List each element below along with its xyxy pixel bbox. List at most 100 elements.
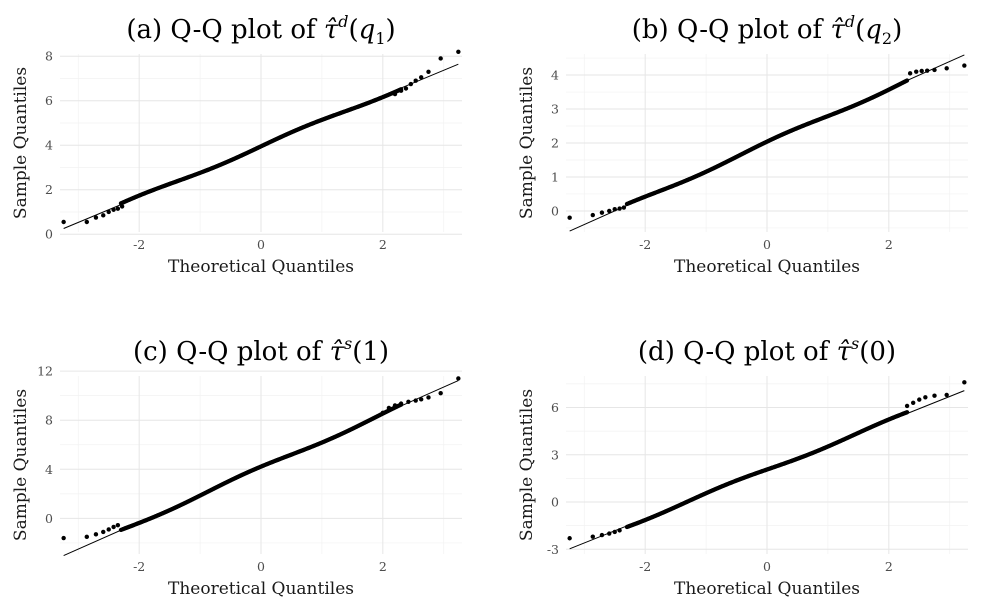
y-tick-label: 3: [551, 447, 559, 462]
y-tick-label: 4: [45, 138, 53, 153]
sample-point: [612, 529, 617, 535]
sample-point: [456, 376, 461, 381]
sample-point: [106, 209, 111, 215]
sample-point: [101, 213, 106, 218]
x-axis-label: Theoretical Quantiles: [674, 257, 860, 277]
sample-point: [904, 403, 910, 409]
sample-point: [392, 91, 398, 97]
x-tick-label: 2: [885, 559, 893, 574]
sample-point: [924, 68, 930, 73]
sample-point: [932, 393, 937, 398]
y-tick-label: 8: [45, 49, 53, 64]
sample-point: [612, 207, 617, 212]
sample-point: [962, 63, 967, 68]
sample-point: [406, 399, 411, 404]
x-tick-label: -2: [639, 559, 651, 574]
sample-point: [93, 532, 99, 537]
y-axis-label: Sample Quantiles: [517, 389, 537, 541]
qq-panel-4: -2 0 2 -3 0 3 6 Theoretical Quantiles Sample Qua…: [517, 334, 968, 599]
sample-point: [84, 219, 90, 225]
y-tick-label: 8: [45, 413, 53, 428]
y-tick-label: 6: [551, 400, 559, 415]
sample-point: [380, 410, 386, 416]
sample-point: [392, 403, 398, 408]
y-tick-label: 3: [551, 102, 559, 117]
sample-point: [119, 204, 125, 209]
sample-point: [914, 69, 919, 74]
sample-point: [115, 522, 121, 528]
sample-point: [61, 535, 66, 541]
sample-point: [426, 69, 431, 75]
sample-point: [418, 75, 424, 80]
sample-point: [403, 86, 409, 91]
sample-point: [904, 410, 910, 415]
y-tick-label: 0: [45, 511, 53, 526]
sample-point: [111, 524, 116, 530]
sample-point: [438, 390, 443, 396]
sample-point: [590, 534, 595, 539]
sample-point: [101, 529, 106, 535]
y-tick-label: 0: [551, 495, 559, 510]
sample-point: [84, 534, 90, 540]
sample-point: [617, 206, 622, 211]
sample-point: [398, 401, 404, 406]
sample-point: [93, 215, 99, 220]
sample-point: [426, 395, 431, 400]
sample-point: [567, 536, 572, 541]
sample-point: [61, 219, 66, 225]
x-tick-label: -2: [133, 559, 145, 574]
x-axis-label: Theoretical Quantiles: [168, 579, 354, 599]
sample-point: [617, 528, 622, 533]
sample-point: [599, 532, 605, 538]
y-tick-label: -3: [547, 542, 559, 557]
y-tick-label: 0: [551, 203, 559, 218]
qq-panel-2: -2 0 2 0 1 2 3 4 Theoretical Quantiles Sample Qua…: [517, 12, 968, 277]
qq-panel-3: -2 0 2 0 4 8 12 Theoretical Quantiles Sample Qua…: [11, 334, 462, 599]
x-tick-label: 2: [379, 237, 387, 252]
x-tick-label: 0: [257, 237, 265, 252]
sample-point: [599, 210, 605, 215]
panel-title: (c) Q-Q plot of τ̂s(1): [133, 334, 389, 367]
sample-point: [621, 205, 627, 210]
panel-title: (d) Q-Q plot of τ̂s(0): [638, 334, 896, 367]
sample-point: [106, 527, 111, 532]
x-tick-label: 0: [257, 559, 265, 574]
y-axis-label: Sample Quantiles: [11, 389, 31, 541]
sample-point: [115, 206, 121, 211]
x-axis-label: Theoretical Quantiles: [674, 579, 860, 599]
y-axis-label: Sample Quantiles: [11, 67, 31, 219]
sample-point: [386, 405, 392, 411]
sample-point: [607, 208, 612, 214]
sample-point: [413, 398, 418, 403]
sample-point: [607, 531, 612, 536]
sample-point: [111, 207, 116, 212]
sample-point: [567, 215, 572, 220]
sample-point: [398, 88, 404, 93]
x-tick-label: 2: [379, 559, 387, 574]
sample-point: [944, 392, 949, 398]
panel-title: (b) Q-Q plot of τ̂d(q2): [632, 12, 903, 48]
y-tick-label: 6: [45, 93, 53, 108]
y-tick-label: 2: [551, 136, 559, 151]
x-tick-label: 0: [763, 559, 771, 574]
x-tick-label: 2: [885, 237, 893, 252]
sample-point: [907, 71, 913, 76]
sample-point: [904, 78, 910, 83]
sample-point: [944, 66, 949, 71]
x-tick-label: -2: [133, 237, 145, 252]
panel-title: (a) Q-Q plot of τ̂d(q1): [126, 12, 395, 48]
x-tick-label: 0: [763, 237, 771, 252]
qq-panel-1: -2 0 2 0 2 4 6 8 Theoretical Quantiles Sample Qua…: [11, 12, 462, 277]
y-tick-label: 4: [45, 462, 53, 477]
sample-point: [408, 81, 414, 87]
sample-point: [923, 395, 928, 400]
y-tick-label: 0: [45, 227, 53, 242]
y-tick-label: 12: [37, 364, 53, 379]
sample-point: [590, 212, 595, 218]
y-tick-label: 1: [551, 169, 559, 184]
sample-point: [962, 380, 967, 385]
sample-point: [456, 49, 461, 54]
y-tick-label: 2: [45, 182, 53, 197]
sample-point: [438, 56, 443, 61]
